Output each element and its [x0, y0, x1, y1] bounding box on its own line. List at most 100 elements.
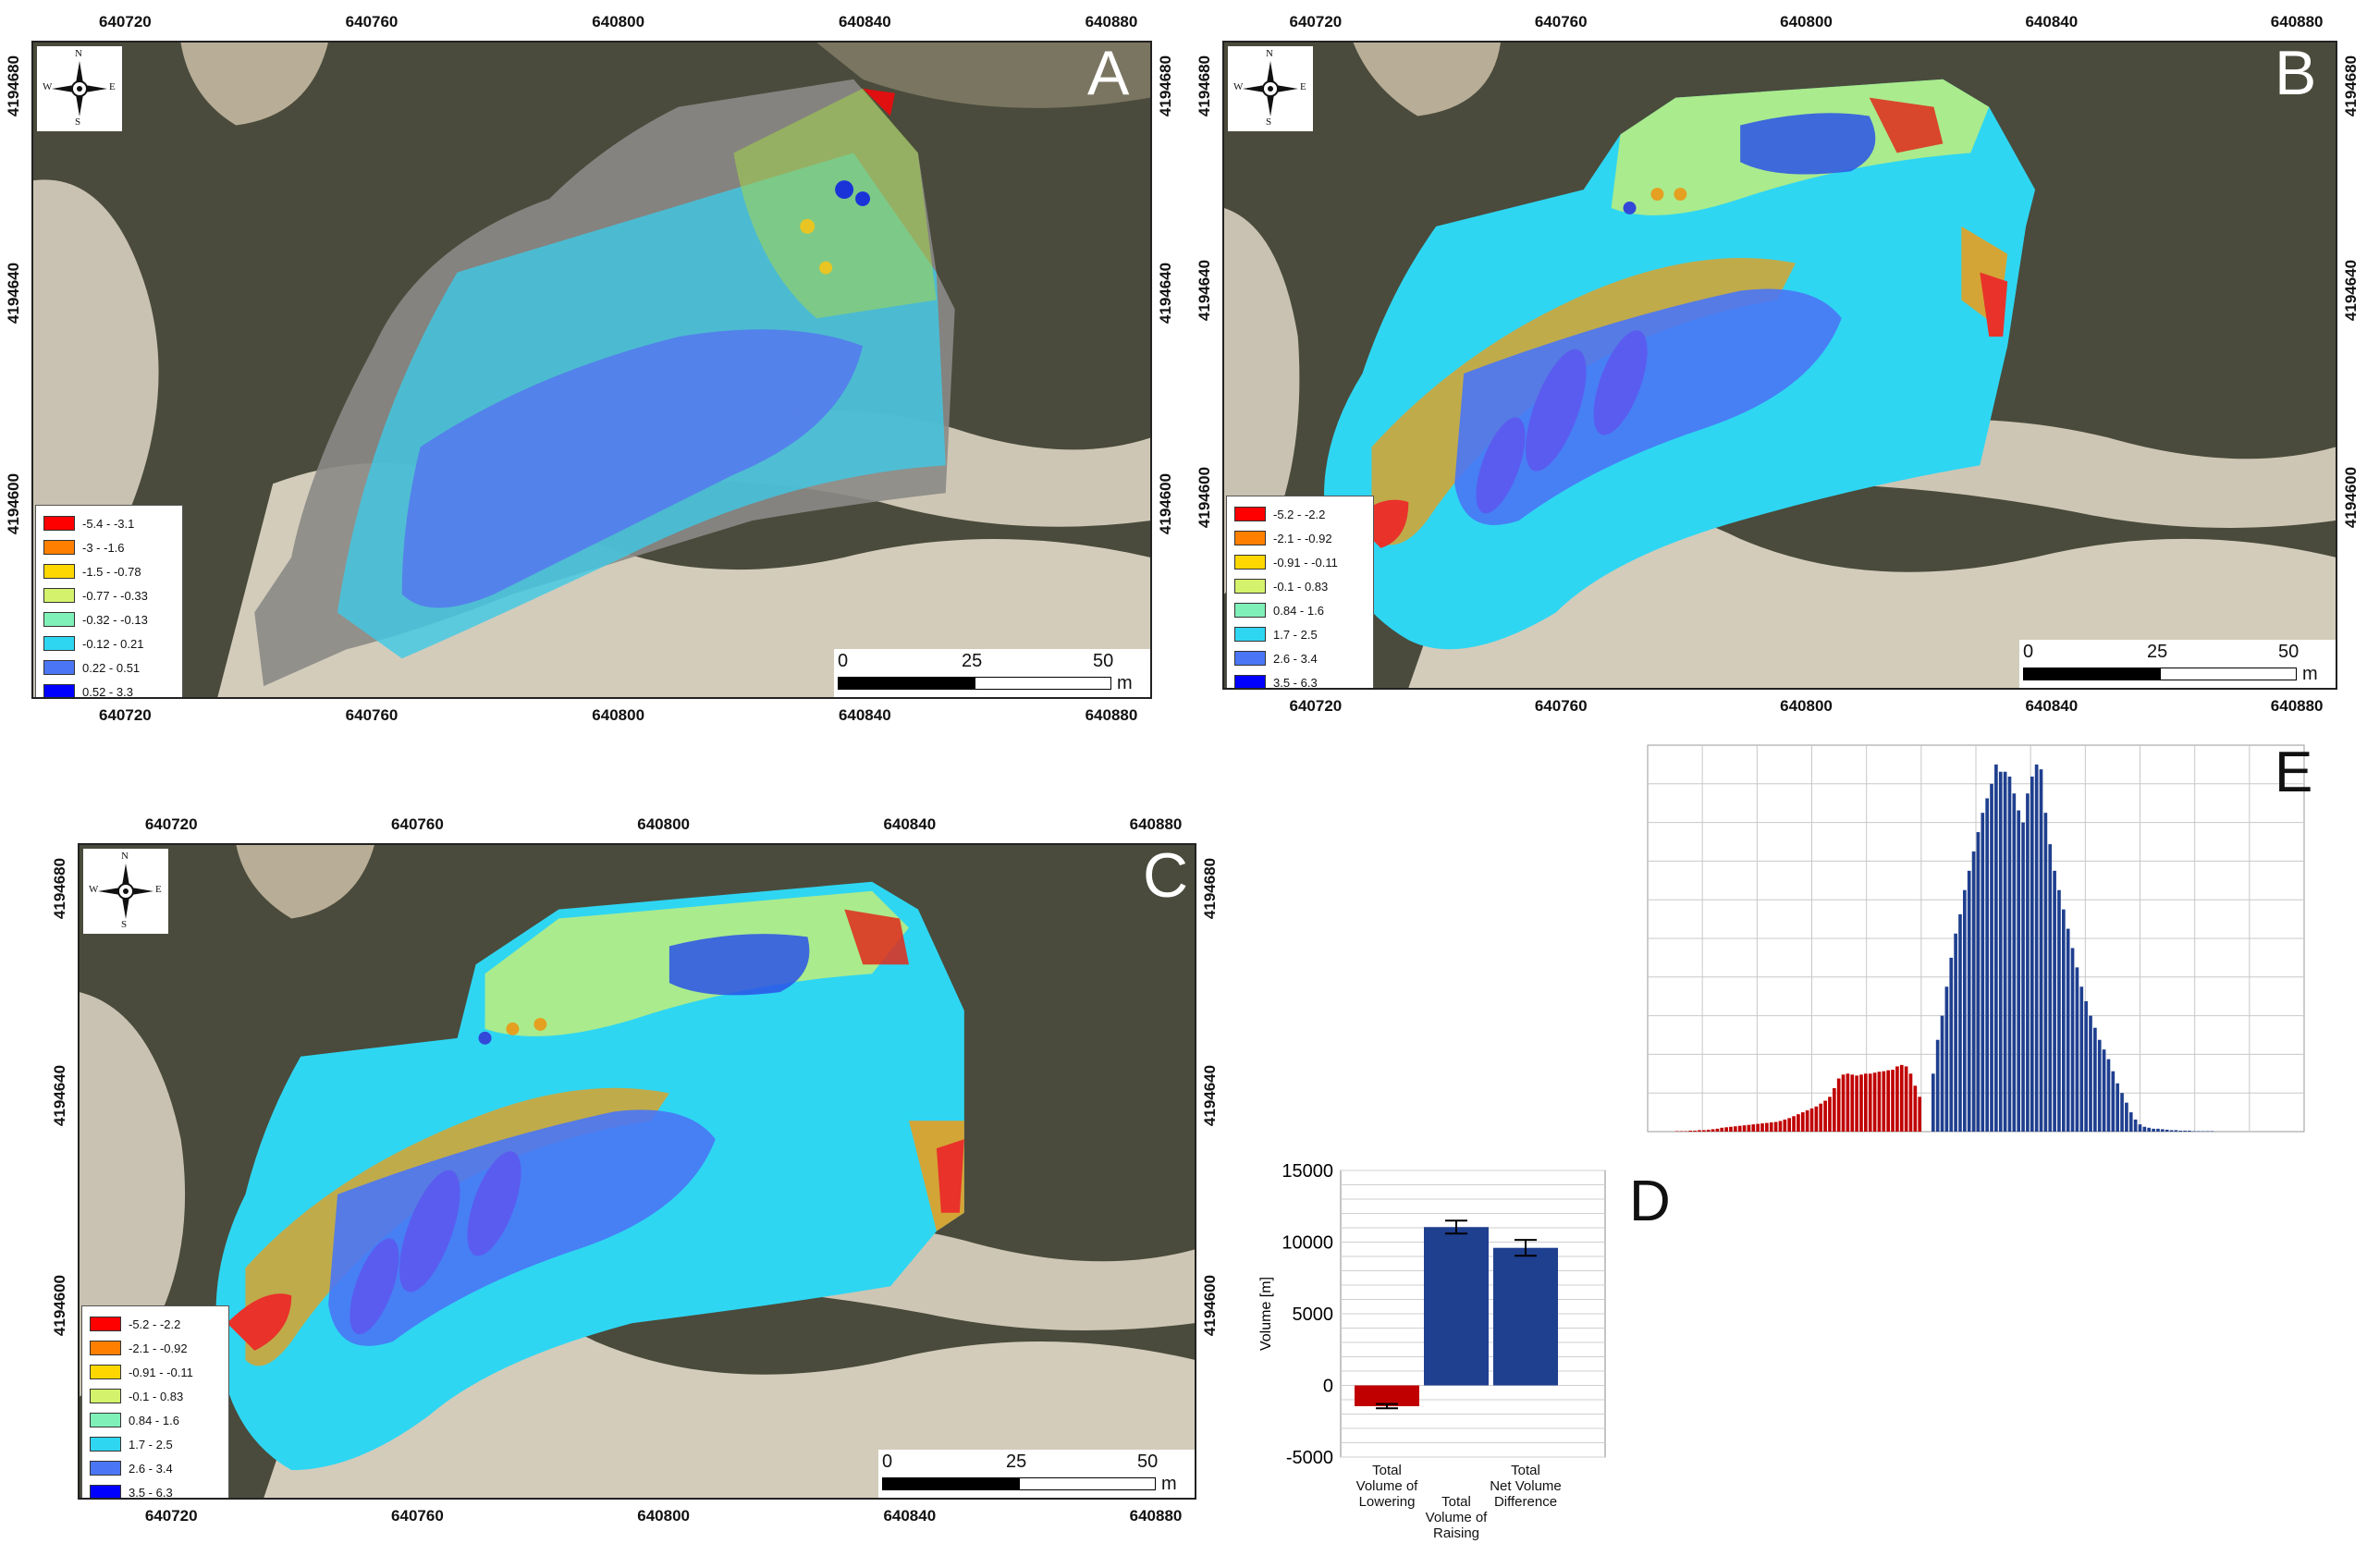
histogram-bar	[1706, 1129, 1711, 1132]
legend-item: -0.32 - -0.13	[43, 607, 175, 631]
histogram-bar	[2178, 1130, 2183, 1132]
histogram-bar	[2017, 810, 2021, 1132]
legend-swatch	[43, 588, 75, 603]
x-tick-label: 640800	[1780, 697, 1833, 715]
compass-rose-b: N S W E	[1228, 46, 1313, 131]
histogram-bar	[1797, 1114, 1800, 1132]
histogram-bar	[1734, 1126, 1737, 1132]
legend-swatch	[1234, 579, 1266, 594]
legend-swatch	[1234, 603, 1266, 618]
histogram-bar	[1783, 1119, 1787, 1132]
histogram-bar	[2152, 1128, 2155, 1132]
legend-item: 0.52 - 3.3	[43, 680, 175, 697]
histogram-bar	[2089, 1015, 2092, 1132]
histogram-bar	[1720, 1127, 1724, 1132]
x-tick-label: 640800	[637, 815, 690, 833]
x-tick-label: 640840	[838, 706, 891, 724]
y-tick-label: 4194600	[5, 473, 23, 535]
aerial-photo-b	[1224, 43, 2336, 688]
aerial-photo-c	[80, 845, 1195, 1498]
x-tick-label: 640760	[345, 13, 399, 31]
x-tick-label: 640840	[883, 1507, 937, 1525]
histogram-bar	[1778, 1121, 1783, 1132]
legend-item: 3.5 - 6.3	[90, 1480, 221, 1500]
legend-swatch	[43, 540, 75, 555]
panel-d-volume-chart: 15000 10000 5000 0 -5000 Volume [m] D Total Vo…	[1248, 1156, 1674, 1562]
histogram-bar	[2070, 948, 2075, 1132]
histogram-bar	[1904, 1066, 1908, 1132]
histogram-bar	[1976, 832, 1981, 1132]
histogram-bar	[1908, 1073, 1913, 1132]
legend-swatch	[90, 1437, 121, 1452]
histogram-bar	[2188, 1130, 2191, 1132]
aerial-photo-a	[33, 43, 1150, 697]
scalebar-unit: m	[1161, 1474, 1177, 1494]
histogram-bar	[2116, 1083, 2120, 1132]
histogram-bar	[1846, 1073, 1850, 1132]
y-tick-label: 4194600	[2342, 467, 2361, 529]
compass-rose-a: N S W E	[37, 46, 122, 131]
histogram-bar	[2147, 1127, 2152, 1132]
legend-label: 2.6 - 3.4	[129, 1461, 173, 1476]
x-tick-label: 640840	[883, 815, 937, 833]
histogram-bar	[1760, 1123, 1764, 1132]
histogram-bar	[1998, 771, 2003, 1132]
y-tick-label: 4194600	[1201, 1274, 1220, 1336]
histogram-plot	[1647, 744, 2305, 1133]
histogram-bar	[2210, 1131, 2214, 1132]
scalebar-unit: m	[1117, 673, 1133, 693]
histogram-bar	[2039, 769, 2043, 1133]
legend-item: -0.91 - -0.11	[1234, 550, 1366, 574]
legend-swatch	[43, 684, 75, 697]
legend-item: -0.77 - -0.33	[43, 583, 175, 607]
legend-item: 3.5 - 6.3	[1234, 670, 1366, 688]
legend-label: 1.7 - 2.5	[129, 1437, 173, 1452]
legend-label: -5.4 - -3.1	[82, 516, 135, 531]
histogram-bar	[1877, 1072, 1882, 1132]
scalebar-a: 0 25 50 m	[834, 649, 1150, 697]
volume-bar	[1424, 1227, 1489, 1386]
histogram-bar	[2066, 928, 2070, 1132]
histogram-bar	[1729, 1126, 1733, 1132]
category-label-line: Total	[1441, 1494, 1471, 1510]
histogram-bar	[2043, 813, 2048, 1132]
legend-label: -5.2 - -2.2	[129, 1317, 181, 1331]
histogram-bar	[1836, 1078, 1841, 1132]
histogram-bar	[1809, 1108, 1814, 1132]
histogram-bar	[1864, 1073, 1868, 1132]
legend-item: 0.84 - 1.6	[1234, 598, 1366, 622]
x-tick-label: 640840	[2025, 697, 2079, 715]
histogram-bar	[2003, 771, 2007, 1132]
histogram-bar	[1913, 1085, 1918, 1132]
histogram-bar	[1918, 1096, 1922, 1132]
scalebar-white-segment	[975, 677, 1111, 690]
scalebar-label: 50	[1137, 1452, 1159, 1472]
y-tick-label: 4194640	[5, 263, 23, 325]
volume-bar	[1493, 1247, 1558, 1386]
legend-label: -0.91 - -0.11	[129, 1365, 193, 1379]
legend-label: 3.5 - 6.3	[129, 1485, 173, 1500]
legend-item: -0.1 - 0.83	[90, 1384, 221, 1408]
y-tick-label: 4194680	[1196, 55, 1214, 116]
histogram-bar	[1981, 813, 1985, 1132]
histogram-bar	[1886, 1070, 1890, 1132]
y-axis-label: Volume [m]	[1258, 1277, 1274, 1351]
legend-item: -0.12 - 0.21	[43, 631, 175, 655]
scalebar-unit: m	[2302, 664, 2318, 684]
histogram-bar	[1693, 1130, 1697, 1132]
panel-letter-e: E	[2275, 741, 2313, 804]
y-tick-label: 4194640	[1157, 263, 1175, 325]
legend-a: -5.4 - -3.1 -3 - -1.6 -1.5 - -0.78 -0.77 - …	[35, 505, 183, 697]
legend-item: -2.1 - -0.92	[1234, 526, 1366, 550]
y-tick-label: -5000	[1286, 1448, 1333, 1468]
legend-label: 2.6 - 3.4	[1273, 651, 1318, 666]
volume-bar	[1355, 1385, 1419, 1406]
legend-swatch	[43, 612, 75, 627]
histogram-bar	[1688, 1130, 1693, 1132]
legend-label: 0.84 - 1.6	[1273, 603, 1324, 618]
legend-item: -0.1 - 0.83	[1234, 574, 1366, 598]
map-b: N S W E B -5.2 - -2.2 -2.1 - -0.92 -0.91 -…	[1222, 41, 2337, 690]
histogram-bar	[1940, 1015, 1944, 1132]
y-tick-label: 4194680	[5, 55, 23, 117]
legend-swatch	[90, 1389, 121, 1403]
